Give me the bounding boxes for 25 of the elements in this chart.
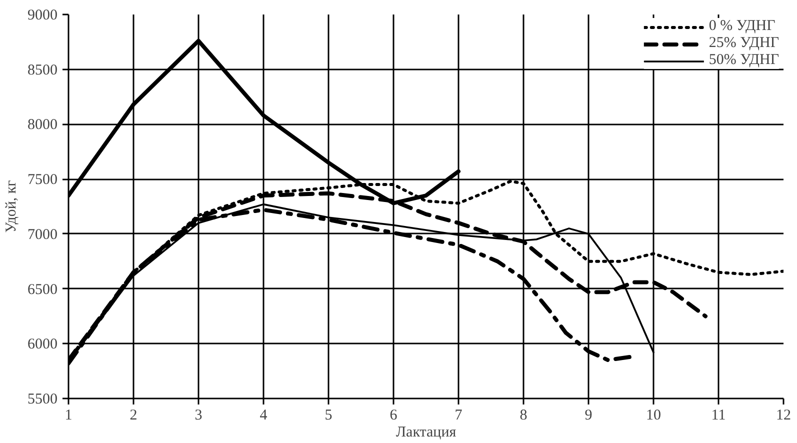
x-tick-label: 7 [454, 408, 463, 424]
legend-label: 50% УДНГ [708, 52, 779, 69]
x-tick-label: 10 [646, 408, 661, 424]
y-axis-title: Удой, кг [4, 180, 20, 233]
x-tick-label: 12 [776, 408, 791, 424]
y-tick-label: 5500 [28, 392, 58, 408]
x-tick-label: 4 [260, 408, 268, 424]
y-tick-label: 6000 [28, 336, 58, 353]
x-tick-label: 2 [130, 408, 138, 424]
x-axis-title: Лактация [396, 424, 456, 440]
legend-label: 25% УДНГ [708, 35, 779, 52]
y-tick-label: 7000 [28, 226, 58, 243]
y-tick-label: 8000 [28, 117, 58, 134]
y-tick-label: 9000 [28, 8, 58, 24]
y-tick-label: 7500 [28, 172, 58, 188]
y-tick-label: 8500 [28, 62, 58, 78]
x-tick-label: 5 [324, 408, 332, 424]
legend-label: 0 % УДНГ [708, 18, 776, 35]
x-tick-label: 11 [711, 408, 726, 424]
y-tick-label: 6500 [28, 282, 58, 298]
x-tick-label: 1 [64, 408, 72, 424]
x-tick-label: 6 [390, 408, 398, 424]
x-tick-label: 9 [584, 408, 592, 424]
x-tick-label: 3 [194, 408, 202, 424]
x-tick-label: 8 [520, 408, 528, 424]
